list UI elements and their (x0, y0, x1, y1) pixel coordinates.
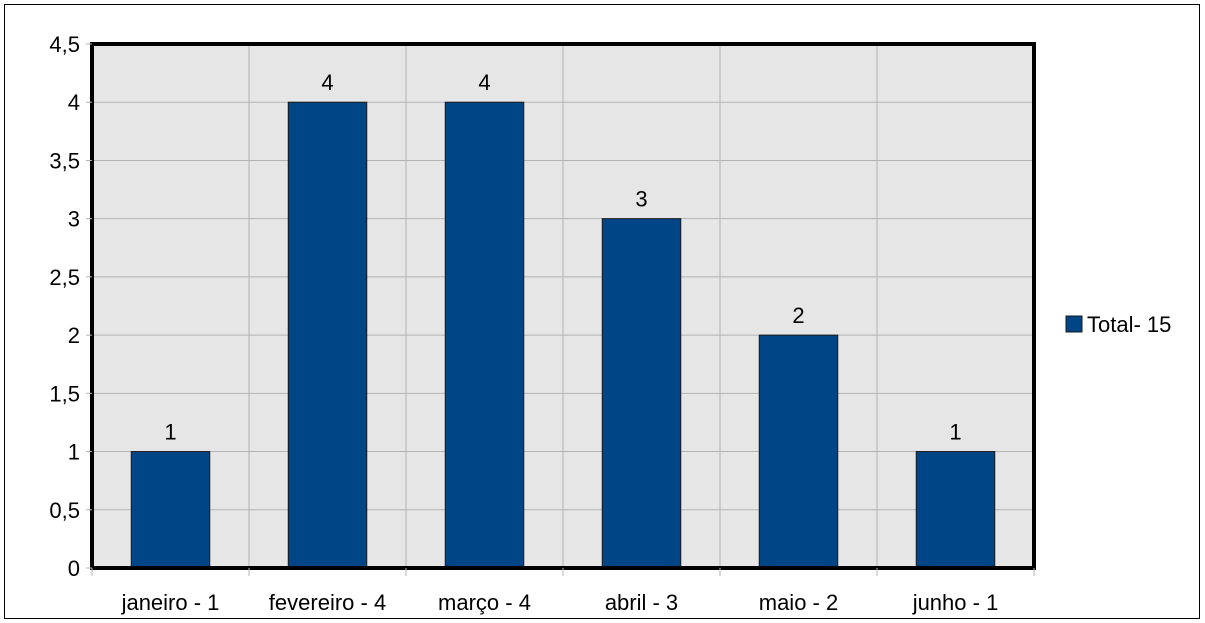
data-label: 2 (792, 303, 804, 328)
data-label: 1 (164, 420, 176, 445)
bar (601, 218, 682, 569)
bar (130, 451, 211, 569)
legend-label: Total- 15 (1087, 312, 1171, 337)
data-labels: 1 4 4 3 2 1 (164, 70, 961, 444)
legend-swatch (1065, 315, 1083, 333)
x-tick-label: março - 4 (438, 590, 531, 615)
y-tick-label: 1 (68, 440, 80, 465)
bar (444, 101, 525, 569)
bar (915, 451, 996, 569)
x-tick-label: abril - 3 (605, 590, 678, 615)
data-label: 3 (635, 187, 647, 212)
y-tick-label: 4 (68, 90, 80, 115)
bar (287, 101, 368, 569)
data-label: 4 (478, 70, 490, 95)
chart-frame (4, 4, 1200, 619)
legend: Total- 15 (1065, 312, 1171, 337)
bar (758, 334, 839, 569)
x-tick-label: janeiro - 1 (121, 590, 220, 615)
data-label: 1 (949, 420, 961, 445)
data-label: 4 (321, 70, 333, 95)
y-axis: 0 0,5 1 1,5 2 2,5 3 3,5 4 4,5 (49, 32, 92, 581)
x-axis: janeiro - 1 fevereiro - 4 março - 4 abril -… (91, 568, 1035, 615)
y-tick-label: 3,5 (49, 148, 80, 173)
gridlines (92, 44, 1034, 568)
x-tick-label: junho - 1 (912, 590, 999, 615)
x-tick-label: fevereiro - 4 (269, 590, 386, 615)
y-tick-label: 1,5 (49, 381, 80, 406)
y-tick-label: 0 (68, 556, 80, 581)
y-tick-label: 2 (68, 323, 80, 348)
y-tick-label: 0,5 (49, 498, 80, 523)
y-tick-label: 2,5 (49, 265, 80, 290)
y-tick-label: 3 (68, 207, 80, 232)
x-tick-label: maio - 2 (759, 590, 838, 615)
bars (130, 101, 996, 569)
y-tick-label: 4,5 (49, 32, 80, 57)
